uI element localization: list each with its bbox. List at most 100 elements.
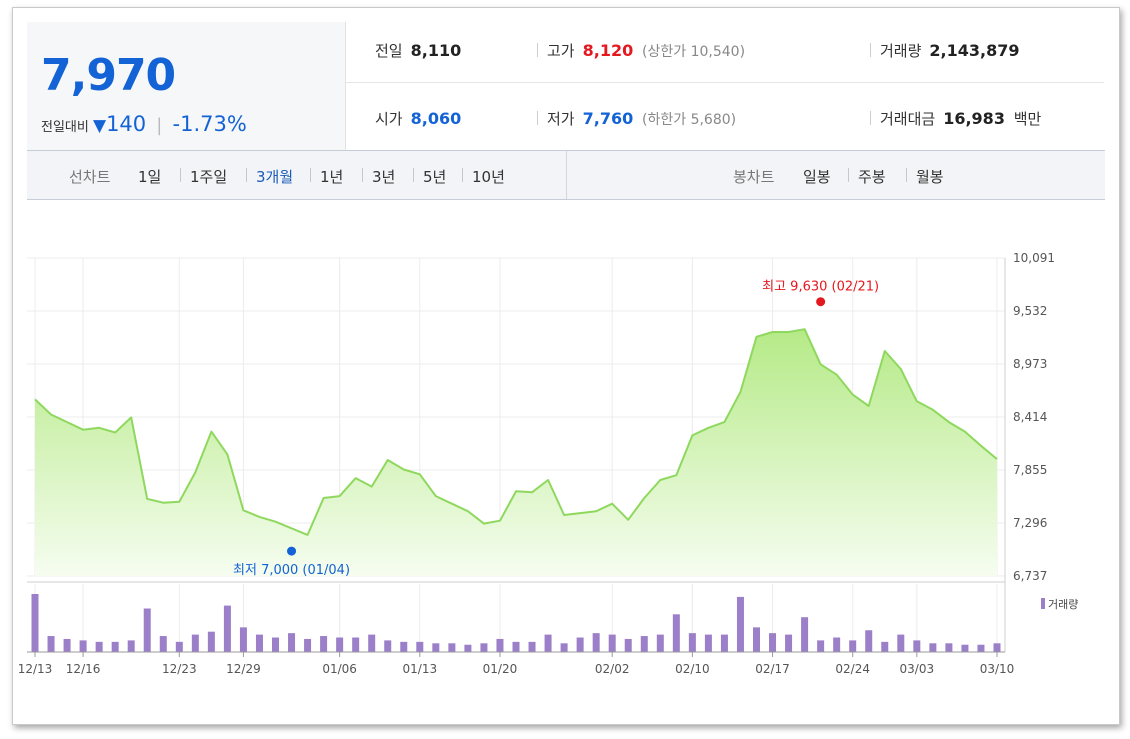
volume-bar <box>496 638 504 652</box>
period-tab-5[interactable]: 5년 <box>423 168 447 186</box>
volume-bar <box>929 643 937 652</box>
period-tab-6[interactable]: 10년 <box>472 168 505 186</box>
tab-divider <box>310 168 311 182</box>
low-point-marker <box>287 546 297 556</box>
volume-bar <box>897 634 905 652</box>
volume-bar <box>736 596 744 652</box>
volume-bar <box>352 637 360 652</box>
volume-bar <box>512 641 520 652</box>
stat-label: 고가 <box>547 42 575 60</box>
volume-bar <box>255 634 263 652</box>
y-tick-label: 9,532 <box>1013 304 1047 318</box>
volume-bar <box>336 637 344 652</box>
x-tick-label: 12/13 <box>18 662 53 676</box>
legend-swatch <box>1041 598 1045 609</box>
lower-limit: (하한가 5,680) <box>642 112 737 128</box>
chart-axes: 10,091 9,532 8,973 8,414 7,855 7,296 6,737 12/1… <box>18 251 1055 676</box>
x-tick-label: 12/16 <box>66 662 101 676</box>
toolbar-divider <box>566 151 567 199</box>
volume-bar <box>304 638 312 652</box>
stat-volume: 거래량 2,143,879 <box>880 40 1020 61</box>
upper-limit: (상한가 10,540) <box>642 44 746 60</box>
volume-bar <box>448 643 456 652</box>
volume-bar <box>961 644 969 652</box>
volume-bar <box>239 627 247 652</box>
stat-prev-close: 전일 8,110 <box>375 40 461 61</box>
stat-value: 16,983 <box>943 109 1005 128</box>
legend-label: 거래량 <box>1048 598 1079 611</box>
tab-divider <box>362 168 363 182</box>
volume-bar <box>432 643 440 652</box>
volume-bar <box>849 640 857 652</box>
tab-divider <box>462 168 463 182</box>
price-summary: 7,970 전일대비 ▼140 | -1.73% <box>27 22 346 150</box>
stat-unit: 백만 <box>1013 110 1042 128</box>
change-value: 140 <box>106 112 147 136</box>
period-tab-3[interactable]: 1년 <box>320 168 344 186</box>
tab-divider <box>413 168 414 182</box>
volume-bar <box>127 640 135 652</box>
stat-value: 8,060 <box>410 109 462 128</box>
volume-bar <box>480 643 488 652</box>
low-label: 최저 7,000 (01/04) <box>233 563 350 578</box>
stat-amount: 거래대금 16,983 백만 <box>880 108 1049 129</box>
volume-bar <box>528 641 536 652</box>
period-tab-4[interactable]: 3년 <box>372 168 396 186</box>
chart-toolbar: 선차트 1일 1주일 3개월 1년 3년 5년 10년 봉차트 일봉 주봉 월봉 <box>27 150 1105 200</box>
candle-tab-2[interactable]: 월봉 <box>916 168 944 186</box>
divider <box>870 111 871 125</box>
volume-bar <box>288 633 296 652</box>
volume-bar <box>977 644 985 652</box>
tab-divider <box>906 168 907 182</box>
volume-bar <box>769 633 777 652</box>
current-price: 7,970 <box>41 50 176 101</box>
change-row: 전일대비 ▼140 | -1.73% <box>41 112 247 136</box>
y-tick-label: 10,091 <box>1013 251 1055 265</box>
volume-bar <box>63 638 71 652</box>
high-label: 최고 9,630 (02/21) <box>762 280 879 295</box>
volume-bar <box>560 643 568 652</box>
volume-bar <box>592 633 600 652</box>
volume-bar <box>945 643 953 652</box>
x-tick-label: 02/24 <box>835 662 870 676</box>
volume-bar <box>143 608 151 652</box>
stat-value: 8,110 <box>410 41 462 60</box>
x-tick-label: 12/29 <box>226 662 261 676</box>
volume-bar <box>753 627 760 652</box>
candle-tab-0[interactable]: 일봉 <box>803 168 831 186</box>
down-triangle-icon: ▼ <box>92 116 107 136</box>
period-tab-2[interactable]: 3개월 <box>256 168 294 186</box>
change-percent: -1.73% <box>172 112 247 136</box>
candle-tab-1[interactable]: 주봉 <box>858 168 886 186</box>
x-tick-label: 01/20 <box>483 662 518 676</box>
stat-label: 거래량 <box>880 42 922 60</box>
divider: | <box>156 115 163 136</box>
y-tick-label: 6,737 <box>1013 569 1047 583</box>
volume-bar <box>320 636 328 652</box>
volume-bar <box>624 638 632 652</box>
volume-bar <box>993 643 1001 652</box>
volume-bar <box>720 634 728 652</box>
volume-bar <box>416 641 424 652</box>
line-chart-label: 선차트 <box>69 168 111 186</box>
volume-bar <box>31 594 39 652</box>
volume-bar <box>191 634 199 652</box>
volume-bar <box>175 641 183 652</box>
volume-legend: 거래량 <box>1041 596 1078 612</box>
x-tick-label: 02/02 <box>595 662 630 676</box>
volume-bar <box>801 617 809 652</box>
stat-open: 시가 8,060 <box>375 108 461 129</box>
stat-low: 저가 7,760 (하한가 5,680) <box>547 108 736 129</box>
volume-bar <box>833 637 841 652</box>
stats-row-divider <box>346 82 1104 83</box>
volume-bar <box>159 636 167 652</box>
volume-bar <box>464 644 472 652</box>
volume-bar <box>785 634 793 652</box>
x-tick-label: 01/13 <box>403 662 438 676</box>
volume-bar <box>576 637 584 652</box>
change-label: 전일대비 <box>41 120 89 135</box>
divider <box>870 43 871 57</box>
period-tab-0[interactable]: 1일 <box>138 168 162 186</box>
volume-bar <box>688 633 696 652</box>
period-tab-1[interactable]: 1주일 <box>190 168 228 186</box>
